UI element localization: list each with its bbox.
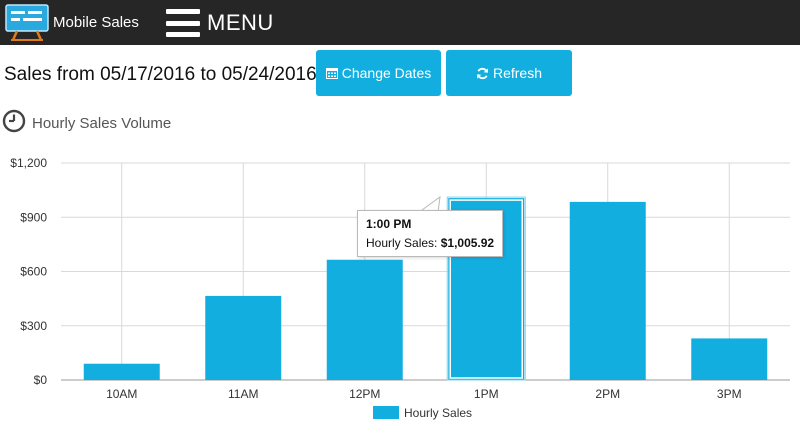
hamburger-icon xyxy=(166,9,200,37)
tooltip-series-label: Hourly Sales: xyxy=(366,236,438,250)
tooltip-pointer xyxy=(421,195,441,213)
bar-12pm[interactable] xyxy=(326,259,403,380)
x-tick-label: 12PM xyxy=(349,387,380,401)
y-tick-label: $300 xyxy=(20,319,47,333)
menu-button[interactable]: MENU xyxy=(166,6,274,40)
date-range-label: Sales from 05/17/2016 to 05/24/2016 xyxy=(4,64,317,85)
menu-label: MENU xyxy=(207,10,274,35)
bar-10am[interactable] xyxy=(83,363,160,380)
x-tick-label: 2PM xyxy=(595,387,620,401)
clock-icon xyxy=(2,109,26,133)
calendar-icon xyxy=(325,68,338,79)
refresh-button[interactable]: Refresh xyxy=(446,50,572,96)
change-dates-button[interactable]: Change Dates xyxy=(316,50,441,96)
chart-tooltip: 1:00 PM Hourly Sales: $1,005.92 xyxy=(357,210,504,257)
bar-11am[interactable] xyxy=(205,295,282,380)
section-title: Hourly Sales Volume xyxy=(32,114,172,132)
bar-3pm[interactable] xyxy=(691,338,768,380)
section-header: Hourly Sales Volume xyxy=(2,109,171,133)
bar-highlight xyxy=(449,199,523,379)
refresh-icon xyxy=(477,67,488,79)
bar-2pm[interactable] xyxy=(569,201,646,380)
bar-highlight-outline xyxy=(446,196,526,381)
change-dates-label: Change Dates xyxy=(341,65,432,81)
top-bar: Mobile Sales MENU xyxy=(0,0,800,45)
x-tick-label: 1PM xyxy=(474,387,499,401)
y-tick-label: $1,200 xyxy=(10,156,47,170)
legend-swatch xyxy=(373,406,399,419)
tooltip-value: $1,005.92 xyxy=(440,236,495,250)
legend-label: Hourly Sales xyxy=(404,406,472,420)
app-title: Mobile Sales xyxy=(53,14,139,31)
x-tick-label: 3PM xyxy=(717,387,742,401)
sales-terminal-logo-icon xyxy=(5,4,49,41)
y-tick-label: $900 xyxy=(20,210,47,224)
tooltip-title: 1:00 PM xyxy=(366,217,412,231)
refresh-label: Refresh xyxy=(492,65,543,81)
y-tick-label: $0 xyxy=(34,373,48,387)
x-tick-label: 10AM xyxy=(106,387,137,401)
y-tick-label: $600 xyxy=(20,265,47,279)
hourly-sales-chart: $0 $300 $600 $900 $1,200 10AM 11AM 12PM 1PM 2PM 3P… xyxy=(10,156,790,420)
x-tick-label: 11AM xyxy=(228,387,258,401)
